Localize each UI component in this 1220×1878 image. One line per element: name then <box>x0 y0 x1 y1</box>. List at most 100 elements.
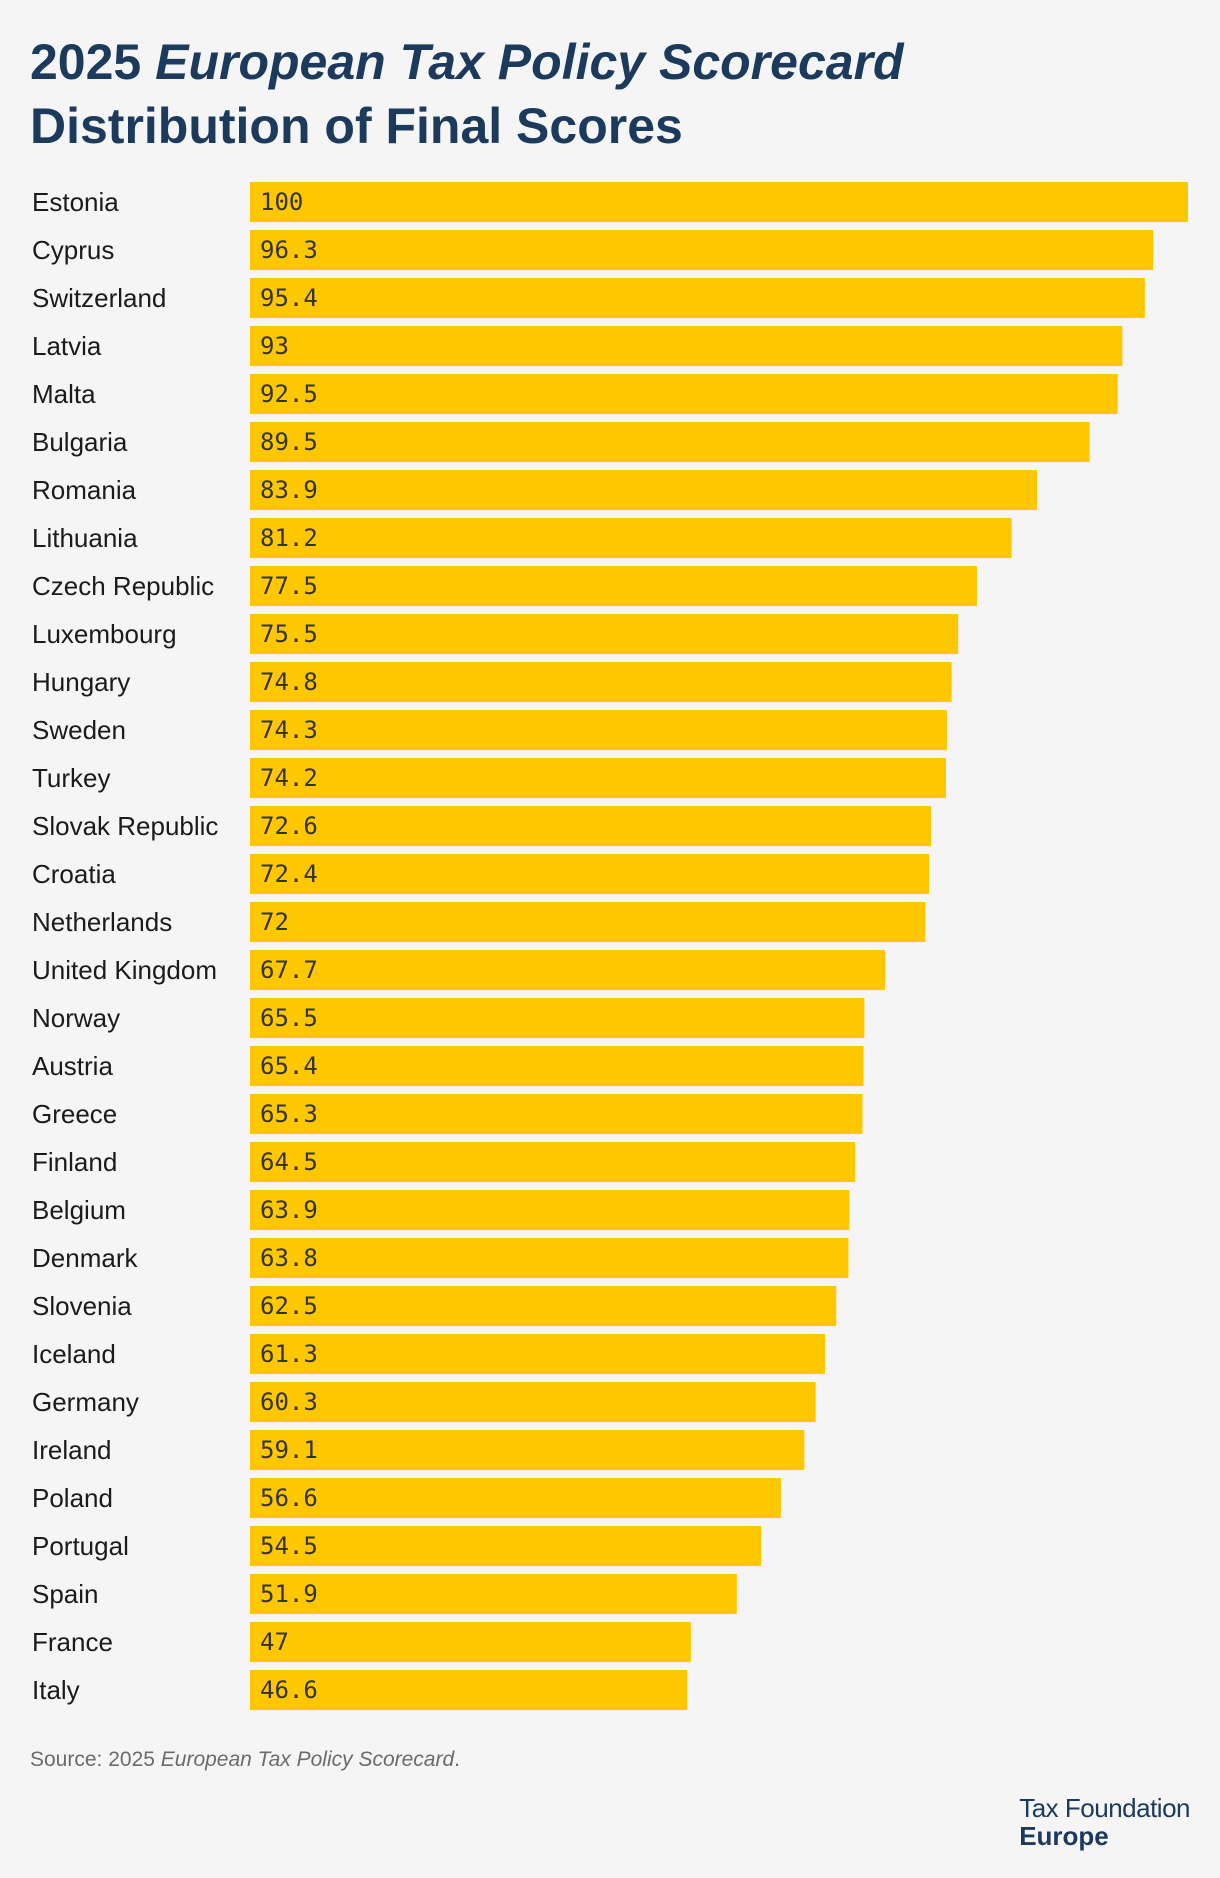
bar-value-label: 59.1 <box>260 1436 318 1464</box>
bar-value-label: 51.9 <box>260 1580 318 1608</box>
score-bar <box>250 1190 850 1230</box>
score-bar <box>250 326 1123 366</box>
score-bar <box>250 278 1145 318</box>
bar-value-label: 77.5 <box>260 572 318 600</box>
country-label: Spain <box>32 1579 99 1609</box>
country-label: Czech Republic <box>32 571 214 601</box>
country-label: Switzerland <box>32 283 166 313</box>
score-bar <box>250 710 947 750</box>
bar-value-label: 95.4 <box>260 284 318 312</box>
bar-value-label: 64.5 <box>260 1148 318 1176</box>
country-label: Portugal <box>32 1531 129 1561</box>
bar-value-label: 63.9 <box>260 1196 318 1224</box>
bar-value-label: 62.5 <box>260 1292 318 1320</box>
country-label: France <box>32 1627 113 1657</box>
chart-title: 2025 European Tax Policy Scorecard Distr… <box>30 30 904 158</box>
bar-value-label: 74.2 <box>260 764 318 792</box>
score-bar <box>250 1670 688 1710</box>
score-bar <box>250 614 959 654</box>
country-label: Greece <box>32 1099 117 1129</box>
bar-value-label: 63.8 <box>260 1244 318 1272</box>
bar-value-label: 61.3 <box>260 1340 318 1368</box>
score-bar <box>250 1142 856 1182</box>
tax-foundation-logo: Tax Foundation Europe <box>1019 1794 1190 1850</box>
country-label: Luxembourg <box>32 619 177 649</box>
bar-value-label: 74.8 <box>260 668 318 696</box>
score-bar <box>250 1622 691 1662</box>
bar-value-label: 89.5 <box>260 428 318 456</box>
country-label: Austria <box>32 1051 113 1081</box>
bar-value-label: 72.6 <box>260 812 318 840</box>
score-bar <box>250 1238 849 1278</box>
score-bar <box>250 998 865 1038</box>
score-bar <box>250 422 1090 462</box>
score-bar <box>250 470 1037 510</box>
bar-value-label: 92.5 <box>260 380 318 408</box>
title-line-2: Distribution of Final Scores <box>30 98 683 154</box>
country-label: Finland <box>32 1147 117 1177</box>
country-label: Belgium <box>32 1195 126 1225</box>
score-bar <box>250 1046 864 1086</box>
score-bar <box>250 1334 825 1374</box>
score-bar <box>250 854 930 894</box>
bar-value-label: 47 <box>260 1628 289 1656</box>
bar-value-label: 74.3 <box>260 716 318 744</box>
bar-value-label: 81.2 <box>260 524 318 552</box>
bar-value-label: 67.7 <box>260 956 318 984</box>
score-bar <box>250 1094 863 1134</box>
score-bar <box>250 902 926 942</box>
bar-value-label: 54.5 <box>260 1532 318 1560</box>
country-label: Turkey <box>32 763 111 793</box>
score-bar <box>250 518 1012 558</box>
score-bar <box>250 1286 837 1326</box>
score-bar <box>250 758 946 798</box>
bar-value-label: 75.5 <box>260 620 318 648</box>
bar-value-label: 100 <box>260 188 303 216</box>
country-label: Romania <box>32 475 137 505</box>
country-label: Latvia <box>32 331 102 361</box>
country-label: Ireland <box>32 1435 112 1465</box>
source-note: Source: 2025 European Tax Policy Scoreca… <box>30 1748 460 1771</box>
country-label: Sweden <box>32 715 126 745</box>
score-bar <box>250 182 1188 222</box>
bar-value-label: 96.3 <box>260 236 318 264</box>
country-label: Croatia <box>32 859 116 889</box>
bar-value-label: 65.4 <box>260 1052 318 1080</box>
bar-value-label: 83.9 <box>260 476 318 504</box>
country-label: Slovenia <box>32 1291 132 1321</box>
score-bar <box>250 1478 781 1518</box>
score-bar <box>250 566 977 606</box>
country-label: Netherlands <box>32 907 172 937</box>
score-bar <box>250 950 886 990</box>
bar-value-label: 72.4 <box>260 860 318 888</box>
logo-line-1: Tax Foundation <box>1019 1793 1190 1823</box>
country-label: Bulgaria <box>32 427 128 457</box>
country-label: Lithuania <box>32 523 138 553</box>
bar-value-label: 72 <box>260 908 289 936</box>
country-label: Hungary <box>32 667 130 697</box>
score-bar <box>250 374 1118 414</box>
score-bar <box>250 1430 805 1470</box>
country-label: Poland <box>32 1483 113 1513</box>
title-line-1: 2025 European Tax Policy Scorecard <box>30 34 904 90</box>
country-label: Malta <box>32 379 96 409</box>
bar-value-label: 65.5 <box>260 1004 318 1032</box>
bar-value-label: 46.6 <box>260 1676 318 1704</box>
bar-value-label: 93 <box>260 332 289 360</box>
logo-line-2: Europe <box>1019 1821 1109 1851</box>
country-label: Norway <box>32 1003 120 1033</box>
bar-chart: Estonia 100 Cyprus 96.3 Switzerland 95.4 Latvi… <box>32 182 1188 1710</box>
country-label: Denmark <box>32 1243 138 1273</box>
score-bar <box>250 1382 816 1422</box>
country-label: Italy <box>32 1675 80 1705</box>
country-label: Slovak Republic <box>32 811 218 841</box>
score-bar <box>250 1526 762 1566</box>
bar-value-label: 65.3 <box>260 1100 318 1128</box>
country-label: Iceland <box>32 1339 116 1369</box>
country-label: Germany <box>32 1387 139 1417</box>
country-label: Estonia <box>32 187 119 217</box>
bar-value-label: 56.6 <box>260 1484 318 1512</box>
score-bar <box>250 662 952 702</box>
country-label: United Kingdom <box>32 955 217 985</box>
bar-value-label: 60.3 <box>260 1388 318 1416</box>
